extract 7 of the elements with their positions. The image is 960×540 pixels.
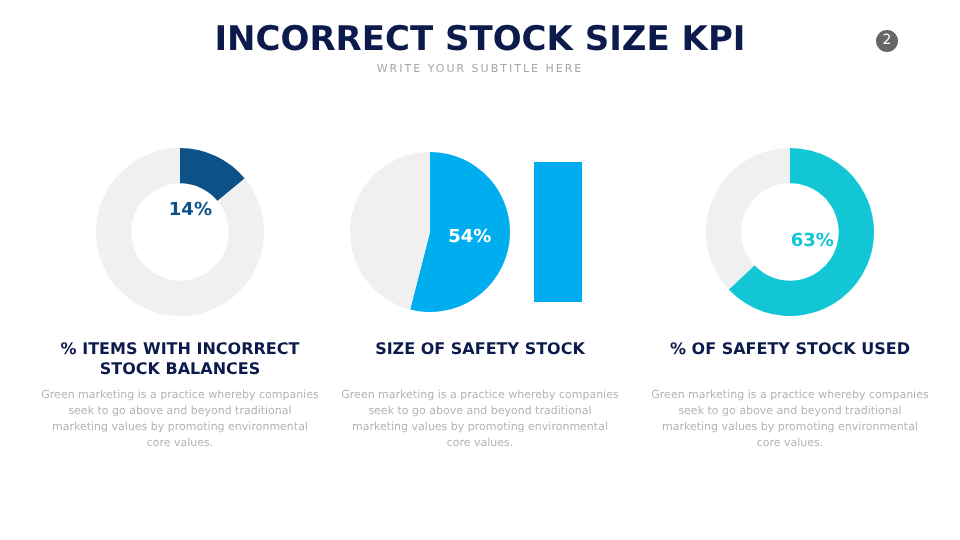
- text: SIZE OF SAFETY STOCK: [373, 340, 587, 360]
- data-label: 54%: [448, 227, 492, 248]
- text: % ITEMS WITH INCORRECT STOCK BALANCES: [58, 340, 302, 380]
- data-label: 14%: [168, 200, 212, 221]
- text: % OF SAFETY STOCK USED: [667, 340, 912, 360]
- data-label: 63%: [790, 232, 834, 253]
- text: INCORRECT STOCK SIZE KPI: [214, 20, 746, 60]
